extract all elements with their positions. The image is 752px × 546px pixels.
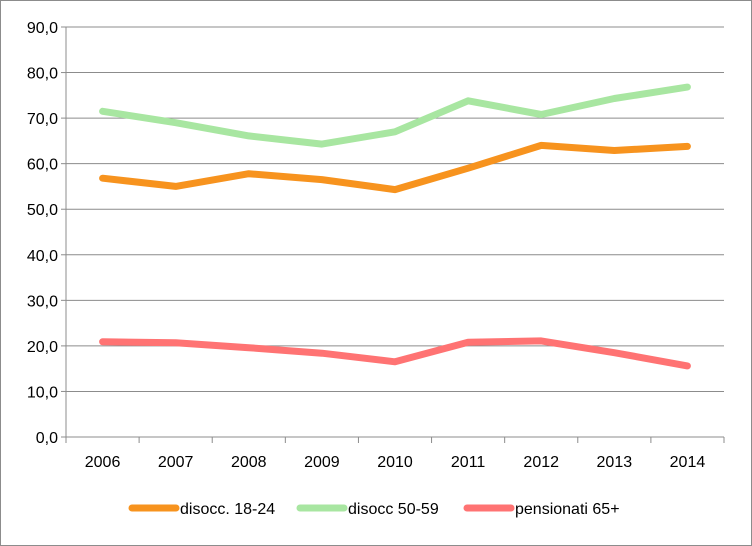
grid-layer xyxy=(66,26,724,392)
series-line-2 xyxy=(99,83,691,148)
y-tick-label: 90,0 xyxy=(27,20,58,37)
legend-label: pensionati 65+ xyxy=(515,501,620,518)
y-tick-label: 10,0 xyxy=(27,384,58,401)
x-tick-label: 2013 xyxy=(597,454,633,471)
axis-layer xyxy=(61,26,725,443)
x-tick-label: 2007 xyxy=(158,454,194,471)
x-tick-label: 2012 xyxy=(523,454,559,471)
y-tick-label: 40,0 xyxy=(27,248,58,265)
legend-layer: disocc. 18-24 disocc 50-59 pensionati 65+ xyxy=(128,501,620,518)
series-layer xyxy=(99,83,691,370)
series-line-1 xyxy=(99,141,691,194)
label-layer: 0,0 10,0 20,0 30,0 40,0 50,0 60,0 70,0 80,0 90,0 2… xyxy=(27,20,705,471)
y-tick-label: 60,0 xyxy=(27,157,58,174)
x-tick-label: 2014 xyxy=(670,454,706,471)
y-tick-label: 30,0 xyxy=(27,293,58,310)
y-tick-label: 0,0 xyxy=(36,430,58,447)
y-tick-label: 50,0 xyxy=(27,202,58,219)
legend-label: disocc. 18-24 xyxy=(180,501,275,518)
x-tick-label: 2010 xyxy=(377,454,413,471)
legend-label: disocc 50-59 xyxy=(348,501,439,518)
y-tick-label: 70,0 xyxy=(27,111,58,128)
x-tick-label: 2006 xyxy=(85,454,121,471)
y-tick-label: 20,0 xyxy=(27,339,58,356)
x-tick-label: 2008 xyxy=(231,454,267,471)
series-line-3 xyxy=(99,337,691,370)
x-tick-label: 2011 xyxy=(451,454,486,471)
y-tick-label: 80,0 xyxy=(27,66,58,83)
x-tick-label: 2009 xyxy=(304,454,340,471)
